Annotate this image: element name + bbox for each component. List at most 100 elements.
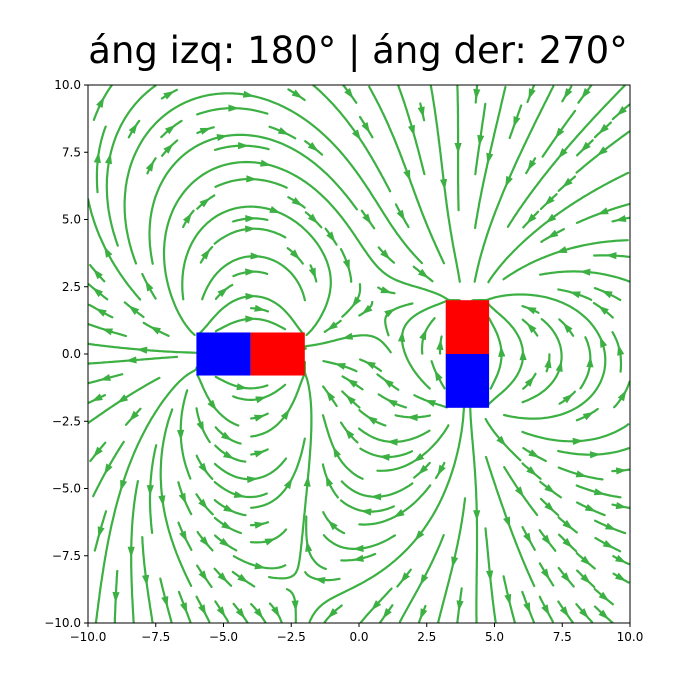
streamline	[305, 515, 327, 570]
streamline-arrow	[454, 143, 462, 154]
streamline-arrow	[128, 123, 138, 134]
streamline-arrow	[545, 213, 557, 224]
streamline-arrow	[451, 556, 459, 568]
streamline-arrow	[351, 129, 361, 141]
streamline	[384, 302, 414, 337]
streamline-arrow	[615, 215, 627, 222]
streamline-arrow	[142, 574, 150, 586]
streamline-arrow	[434, 369, 443, 382]
x-tick-label: −2.5	[277, 630, 306, 644]
streamline-arrow	[361, 304, 373, 315]
streamline	[213, 457, 288, 481]
streamline-arrow	[245, 215, 257, 223]
streamline-arrow	[593, 488, 606, 496]
streamline-arrow	[523, 602, 531, 614]
x-tick-label: 7.5	[553, 630, 572, 644]
streamline	[250, 437, 306, 509]
streamline-arrow	[503, 516, 511, 528]
streamline-arrow	[384, 308, 396, 318]
streamline-arrow	[615, 554, 627, 563]
streamline-arrow	[245, 225, 256, 233]
streamline-arrow	[99, 374, 111, 381]
streamline-arrow	[527, 159, 537, 171]
streamline-arrow	[615, 467, 627, 475]
streamline-arrow	[245, 292, 257, 300]
streamline-arrow	[378, 453, 390, 461]
streamline	[312, 85, 392, 193]
streamline-arrow	[581, 88, 591, 99]
streamline-arrow	[271, 606, 280, 618]
y-tick-label: 5.0	[62, 213, 81, 227]
streamline-arrow	[117, 394, 129, 404]
streamline-arrow	[382, 608, 392, 619]
streamline-arrow	[417, 106, 425, 118]
streamline-arrow	[456, 600, 464, 612]
streamline-arrow	[597, 207, 609, 215]
streamline-arrow	[105, 153, 112, 165]
streamline-arrow	[580, 573, 591, 584]
streamline-arrow	[364, 361, 376, 370]
streamline-arrow	[237, 573, 249, 583]
streamline-arrow	[579, 268, 591, 276]
streamline-arrow	[598, 609, 609, 620]
streamline-arrow	[436, 339, 444, 351]
streamline-arrow	[242, 90, 255, 98]
streamline	[376, 424, 450, 472]
streamline-arrow	[562, 322, 573, 334]
streamline	[214, 426, 242, 445]
streamline-arrow	[477, 134, 485, 147]
streamline-arrow	[380, 249, 391, 260]
streamline-arrow	[246, 476, 258, 484]
streamline-arrow	[541, 534, 551, 546]
y-tick-label: 0.0	[62, 347, 81, 361]
streamline-arrow	[325, 475, 334, 487]
streamline-arrow	[496, 435, 507, 447]
streamline-arrow	[362, 213, 372, 225]
streamline-arrow	[344, 88, 354, 99]
streamline	[308, 405, 466, 623]
streamline-arrow	[163, 143, 174, 154]
streamline-arrow	[498, 345, 506, 357]
streamline-arrow	[572, 437, 584, 445]
streamline	[322, 511, 346, 535]
streamline-arrow	[95, 308, 107, 317]
streamline-arrow	[180, 602, 188, 614]
streamline-arrow	[221, 521, 233, 530]
streamline-arrow	[386, 438, 398, 446]
streamline-arrow	[413, 453, 425, 462]
streamline-arrow	[519, 349, 527, 361]
streamline-arrow	[254, 450, 266, 458]
streamline-arrow	[280, 409, 290, 420]
streamline-arrow	[307, 213, 319, 224]
streamline-arrow	[352, 554, 364, 562]
streamline-arrow	[400, 572, 410, 583]
streamline-arrow	[601, 290, 613, 299]
streamline	[123, 92, 423, 265]
x-tick-label: 0.0	[349, 630, 368, 644]
y-tick-label: −2.5	[52, 414, 81, 428]
streamline-arrow	[254, 562, 266, 570]
streamline-arrow	[327, 608, 338, 619]
streamline-arrow	[269, 206, 281, 214]
streamline-arrow	[145, 280, 154, 292]
streamline-arrow	[526, 466, 537, 476]
streamline-arrow	[178, 492, 187, 505]
streamline-arrow	[327, 321, 338, 331]
streamline-arrow	[393, 509, 405, 518]
streamline-arrow	[505, 175, 513, 188]
streamline-arrow	[223, 504, 235, 513]
streamline-arrow	[326, 390, 336, 402]
streamline-arrow	[544, 502, 555, 512]
streamline-arrow	[569, 291, 581, 299]
streamline-arrow	[104, 463, 113, 475]
streamline-arrow	[344, 428, 355, 440]
streamline-arrow	[406, 413, 418, 422]
streamline-arrow	[589, 451, 601, 459]
streamline-arrow	[291, 89, 303, 99]
streamline	[159, 408, 193, 587]
streamline-arrow	[161, 596, 169, 608]
streamline-arrow	[602, 540, 614, 549]
x-tick-label: 2.5	[417, 630, 436, 644]
x-tick-label: −5.0	[209, 630, 238, 644]
streamline-arrow	[408, 124, 415, 137]
